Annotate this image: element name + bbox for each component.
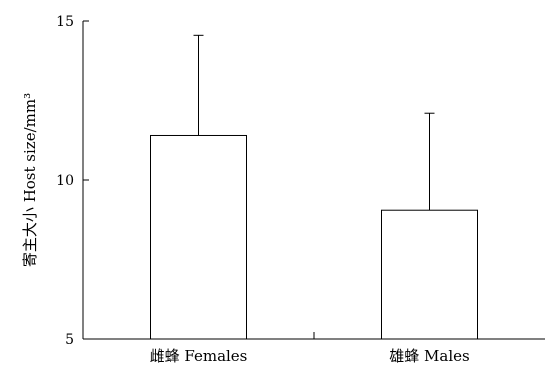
bar — [150, 134, 247, 340]
x-tick-label: 雌蜂 Females — [150, 347, 248, 365]
x-axis-tick-labels: 雌蜂 Females 雄蜂 Males — [150, 347, 470, 365]
y-axis-ticks: 5 10 15 — [56, 14, 89, 348]
x-tick-label: 雄蜂 Males — [389, 347, 469, 365]
bar — [381, 209, 478, 340]
y-tick-label: 10 — [56, 173, 74, 189]
y-axis-label: 寄主大小 Host size/mm³ — [21, 93, 39, 267]
y-tick-label: 15 — [56, 14, 74, 30]
bars — [150, 34, 478, 340]
y-tick-label: 5 — [65, 332, 74, 348]
